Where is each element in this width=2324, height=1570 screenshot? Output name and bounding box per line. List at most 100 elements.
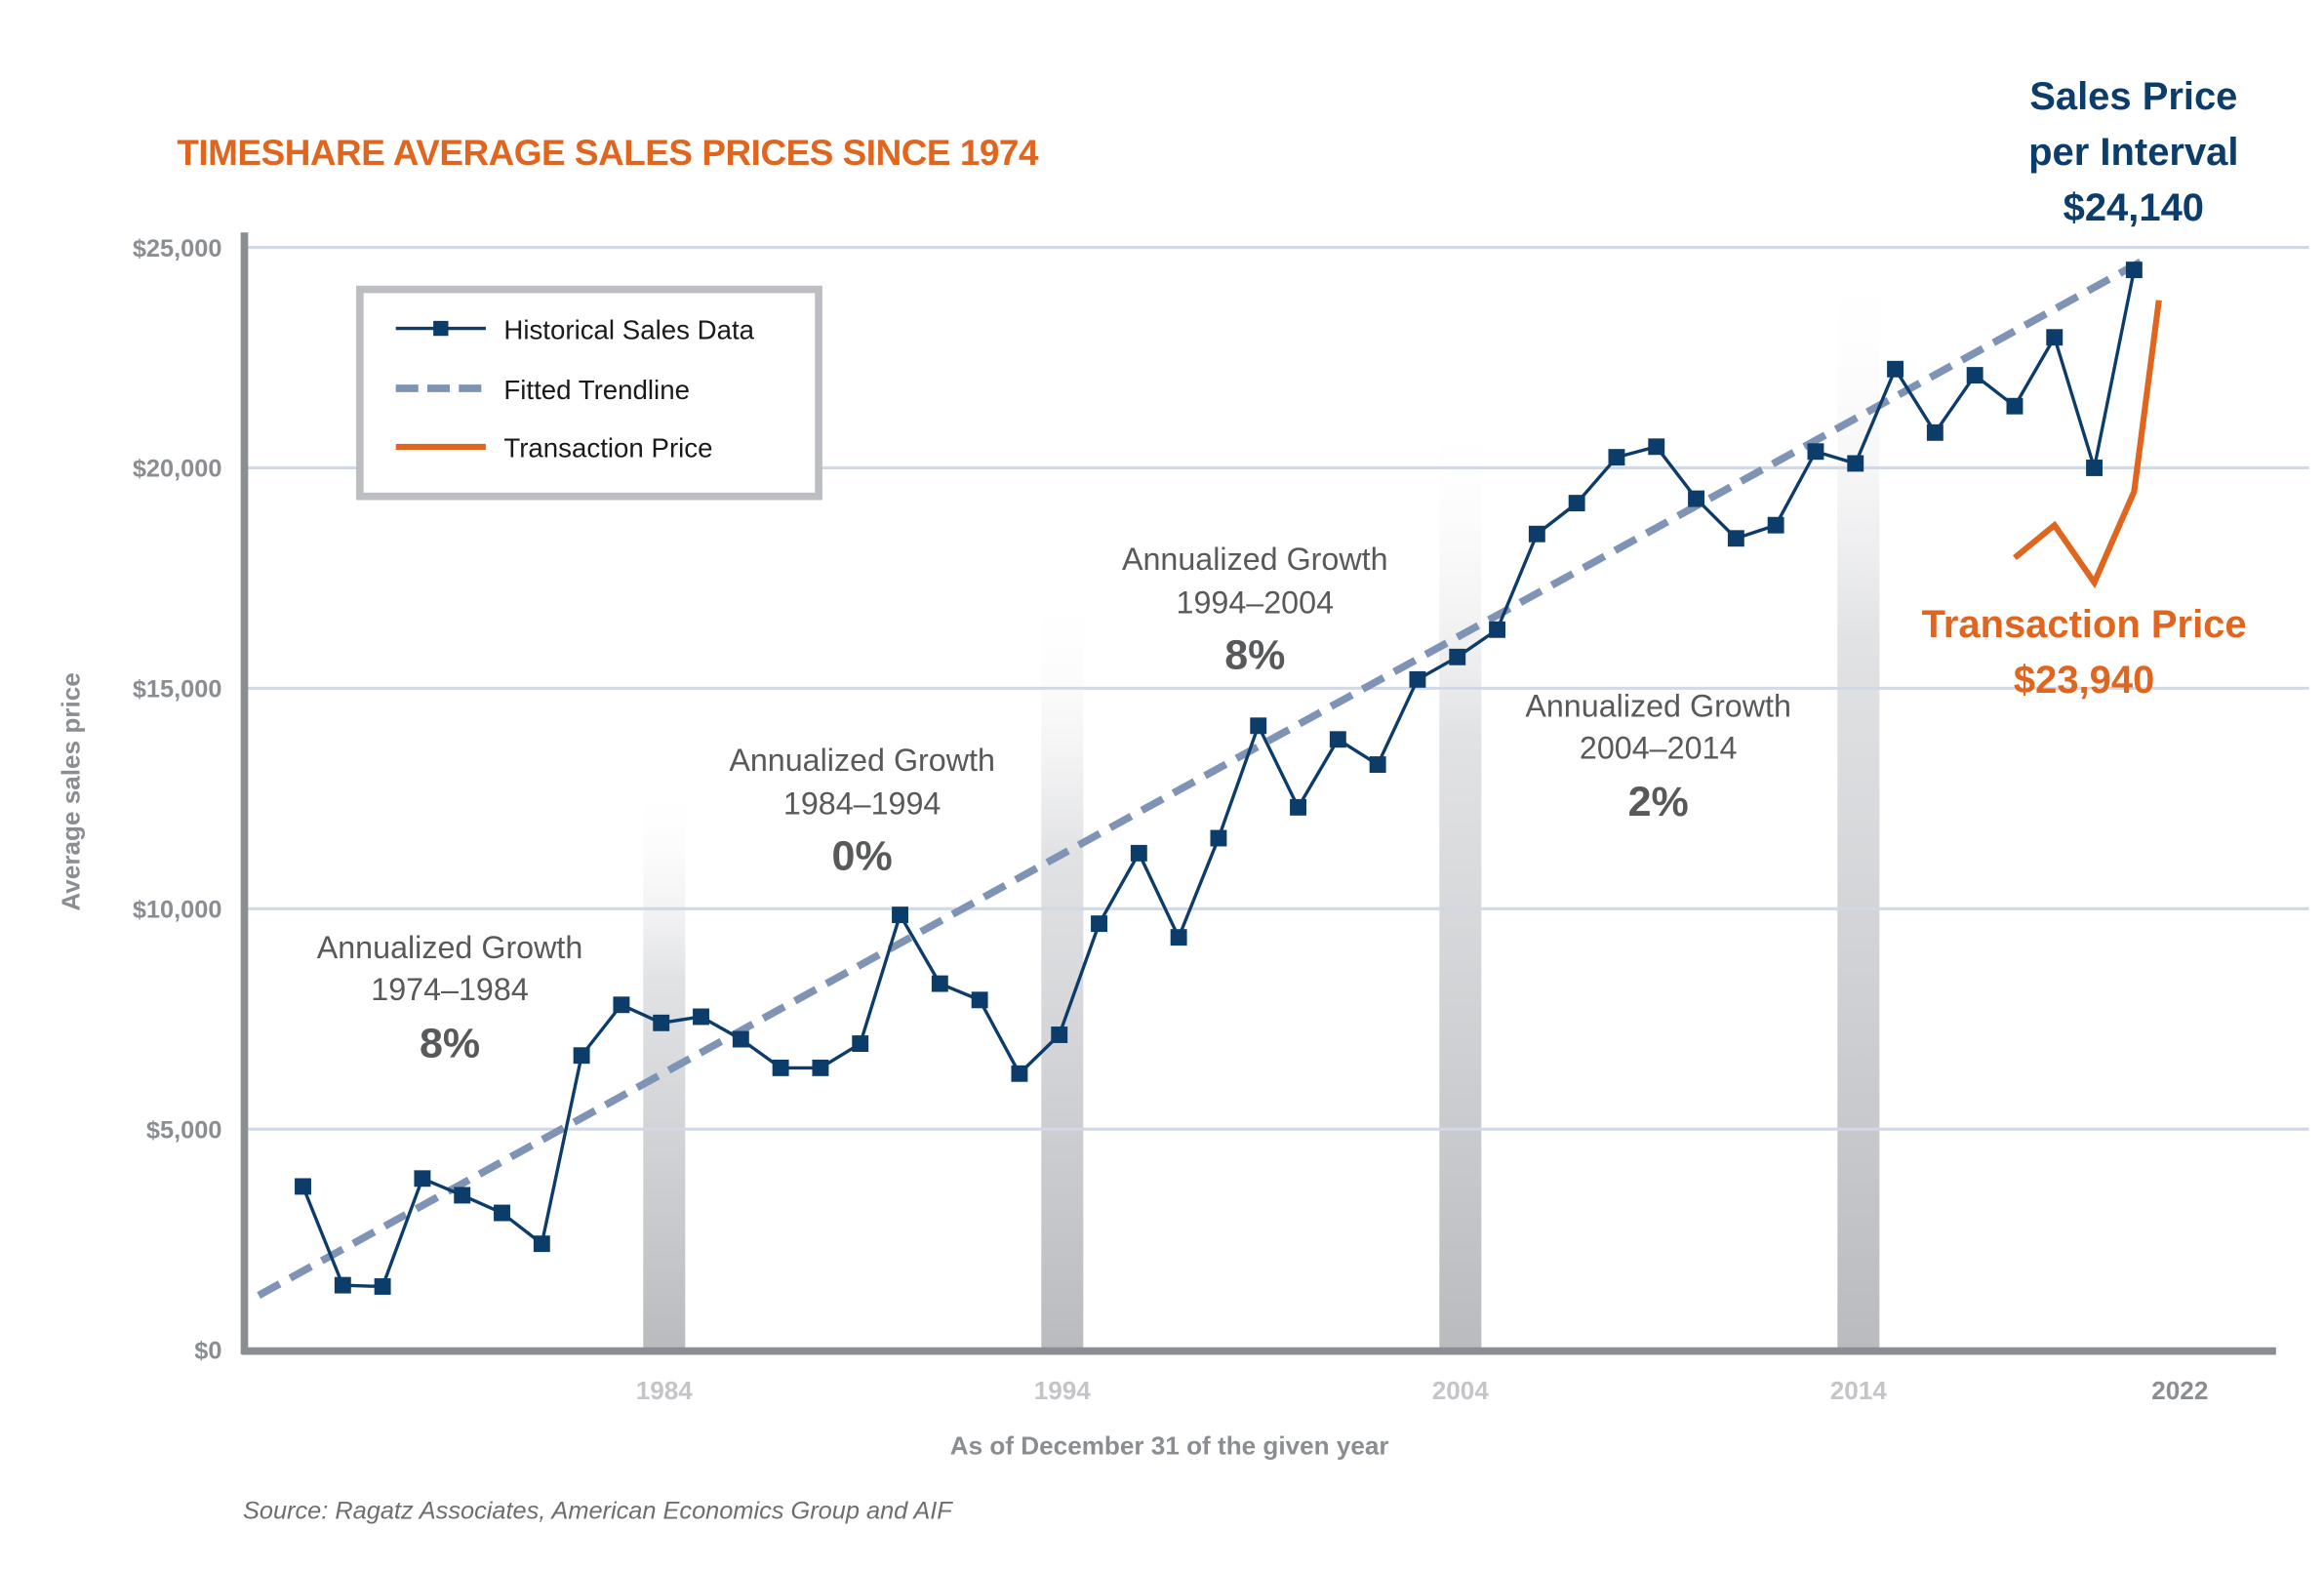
y-tick-label: $15,000 bbox=[133, 676, 222, 704]
data-point-2000 bbox=[1290, 798, 1306, 816]
data-point-1977 bbox=[374, 1278, 391, 1295]
chart-title: TIMESHARE AVERAGE SALES PRICES SINCE 197… bbox=[177, 133, 1039, 173]
x-tick-label: 2004 bbox=[1432, 1376, 1490, 1405]
data-point-1988 bbox=[812, 1059, 829, 1076]
legend-label: Fitted Trendline bbox=[503, 375, 690, 405]
annotation-2004-2014: Annualized Growth 2004–2014 2% bbox=[1525, 689, 1791, 825]
data-point-2005 bbox=[1489, 621, 1505, 638]
annotation-title: Annualized Growth bbox=[317, 930, 583, 965]
y-tick-label: $25,000 bbox=[133, 235, 222, 262]
data-point-1998 bbox=[1210, 829, 1227, 847]
data-point-2021 bbox=[2125, 262, 2143, 279]
data-point-1984 bbox=[653, 1014, 670, 1031]
callout-line2: per Interval bbox=[2028, 131, 2238, 174]
data-point-1989 bbox=[852, 1035, 869, 1052]
transaction-price-line bbox=[2013, 300, 2162, 589]
data-point-2002 bbox=[1369, 756, 1386, 773]
annotation-growth-value: 8% bbox=[420, 1020, 480, 1067]
x-tick-label: 1994 bbox=[1034, 1376, 1092, 1405]
data-point-2011 bbox=[1727, 530, 1744, 547]
data-point-2018 bbox=[2006, 397, 2023, 415]
legend: Historical Sales Data Fitted Trendline T… bbox=[355, 285, 822, 501]
highlight-band-2004 bbox=[1439, 404, 1482, 1350]
data-point-1991 bbox=[931, 975, 948, 992]
annotation-period: 1984–1994 bbox=[783, 785, 942, 821]
y-tick-label: $10,000 bbox=[133, 897, 222, 924]
annotation-period: 1974–1984 bbox=[371, 972, 529, 1007]
data-point-1994 bbox=[1051, 1027, 1068, 1043]
highlight-band-1994 bbox=[1041, 584, 1084, 1350]
data-point-2007 bbox=[1568, 495, 1585, 512]
annotation-title: Annualized Growth bbox=[1525, 689, 1791, 724]
transaction-price-series bbox=[2013, 300, 2162, 589]
x-tick-label: 1984 bbox=[636, 1376, 694, 1405]
data-point-1975 bbox=[295, 1178, 311, 1195]
x-tick-label: 2014 bbox=[1830, 1376, 1888, 1405]
y-axis-label: Average sales price bbox=[56, 672, 85, 910]
sales-price-callout: Sales Price per Interval $24,140 bbox=[2028, 75, 2238, 229]
annotation-1974-1984: Annualized Growth 1974–1984 8% bbox=[317, 930, 583, 1067]
y-tick-label: $20,000 bbox=[133, 456, 222, 483]
annotation-period: 2004–2014 bbox=[1580, 731, 1738, 766]
data-point-1986 bbox=[732, 1030, 749, 1048]
callout-value: $23,940 bbox=[2014, 659, 2154, 702]
y-tick-label: $0 bbox=[194, 1337, 221, 1364]
data-point-2012 bbox=[1767, 516, 1784, 534]
x-axis-ticks: 1984 1994 2004 2014 2022 bbox=[636, 1376, 2209, 1405]
data-point-2001 bbox=[1329, 731, 1346, 748]
data-point-1995 bbox=[1091, 915, 1107, 933]
data-point-2013 bbox=[1807, 443, 1824, 461]
annotation-period: 1994–2004 bbox=[1177, 585, 1335, 621]
annotation-title: Annualized Growth bbox=[1122, 542, 1388, 577]
data-point-1985 bbox=[693, 1008, 709, 1026]
data-point-1999 bbox=[1250, 717, 1267, 735]
data-point-1993 bbox=[1011, 1065, 1028, 1082]
y-tick-label: $5,000 bbox=[146, 1116, 222, 1144]
highlight-band-2014 bbox=[1837, 255, 1880, 1350]
callout-line1: Sales Price bbox=[2029, 75, 2237, 118]
annotation-growth-value: 2% bbox=[1628, 779, 1689, 825]
data-point-2006 bbox=[1528, 525, 1545, 543]
data-point-2014 bbox=[1847, 455, 1864, 472]
legend-square-marker-icon bbox=[433, 320, 449, 337]
historical-sales-series bbox=[295, 262, 2143, 1295]
data-point-1997 bbox=[1170, 929, 1187, 946]
decade-highlight-bands bbox=[643, 255, 1880, 1350]
data-point-2020 bbox=[2086, 460, 2104, 476]
data-point-2016 bbox=[1926, 423, 1943, 441]
data-point-2017 bbox=[1966, 367, 1983, 384]
data-point-1990 bbox=[892, 906, 908, 924]
legend-item-historical: Historical Sales Data bbox=[395, 314, 755, 344]
annotation-title: Annualized Growth bbox=[729, 743, 995, 778]
legend-label: Historical Sales Data bbox=[503, 314, 754, 344]
x-tick-label: 2022 bbox=[2151, 1376, 2208, 1405]
data-point-1996 bbox=[1130, 844, 1147, 862]
data-point-2009 bbox=[1648, 438, 1665, 456]
callout-line1: Transaction Price bbox=[1922, 603, 2247, 646]
data-point-1980 bbox=[494, 1204, 510, 1222]
callout-value: $24,140 bbox=[2064, 186, 2204, 229]
transaction-price-callout: Transaction Price $23,940 bbox=[1922, 603, 2247, 702]
data-point-1981 bbox=[533, 1235, 550, 1253]
annotation-1994-2004: Annualized Growth 1994–2004 8% bbox=[1122, 542, 1388, 678]
data-point-1982 bbox=[573, 1047, 590, 1065]
legend-item-transaction: Transaction Price bbox=[395, 433, 713, 463]
annotation-growth-value: 0% bbox=[832, 832, 893, 879]
annotation-1984-1994: Annualized Growth 1984–1994 0% bbox=[729, 743, 995, 879]
data-point-1978 bbox=[414, 1170, 431, 1188]
data-point-1992 bbox=[971, 991, 988, 1009]
data-point-2008 bbox=[1608, 449, 1625, 466]
data-point-1976 bbox=[334, 1276, 351, 1294]
source-note: Source: Ragatz Associates, American Econ… bbox=[243, 1498, 953, 1525]
data-point-1979 bbox=[454, 1187, 471, 1204]
annotation-growth-value: 8% bbox=[1224, 631, 1285, 678]
legend-label: Transaction Price bbox=[503, 433, 712, 463]
data-point-1983 bbox=[613, 996, 630, 1014]
data-point-2010 bbox=[1688, 490, 1705, 507]
legend-item-trendline: Fitted Trendline bbox=[395, 375, 690, 405]
y-axis-ticks: $0 $5,000 $10,000 $15,000 $20,000 $25,000 bbox=[133, 235, 222, 1365]
data-point-2003 bbox=[1409, 670, 1426, 688]
data-point-2004 bbox=[1449, 648, 1466, 665]
data-point-2015 bbox=[1887, 360, 1904, 378]
